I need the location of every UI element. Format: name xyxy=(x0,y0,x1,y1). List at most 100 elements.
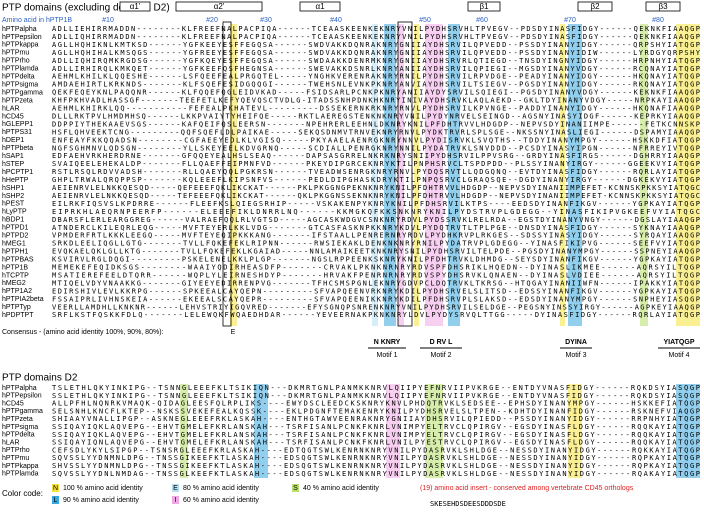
sequence: KHFPKHVADLHASSGF-------TEEFETLKEFYQEVQSC… xyxy=(52,97,700,105)
structure-box xyxy=(119,1,151,12)
motif-label: Motif 3 xyxy=(565,352,586,359)
structure-box xyxy=(645,1,681,12)
legend-text: 80 % amino acid identity xyxy=(183,485,259,492)
sequence-name: hPTPdelta xyxy=(2,74,35,81)
ruler-tick: #60 xyxy=(476,17,488,24)
sequence: EDFAEHVRKHERDRNE-------GFQQEYEALHSLSEAQ-… xyxy=(52,152,700,160)
legend-text: 100 % amino acid identity xyxy=(63,485,143,492)
sequence-name: hPTPgamma xyxy=(2,408,43,415)
sequence-name: hPTPalpha xyxy=(2,385,37,392)
sequence-name: hPEST xyxy=(2,201,25,208)
sequence: DBARSFLERLEARGGREG------VALRAEFQQLRLVGTS… xyxy=(52,216,700,224)
sequence: SVAIQEELEHEKALDP-------FLLQAEFFEIPMNFVD-… xyxy=(52,160,700,168)
sequence: SSIQAYIQKLAQVEPG--EHVTGMELEFKRLANSKAH---… xyxy=(52,423,700,431)
sequence-name: hPTPepsilon xyxy=(2,393,42,400)
sequence-name: hPTPsigma xyxy=(2,81,38,88)
sequence-name: hSAP1 xyxy=(2,153,24,160)
sequence-name: hPTPrho xyxy=(2,58,30,65)
sequence: KSVIRVLRGLDQGI---------PSKELENELKKLPLGP-… xyxy=(52,256,700,264)
sequence: CEFSDLYKYLSIPGP--TSNSRGLEEEFKRLASKAH----… xyxy=(52,446,700,454)
legend-swatch xyxy=(52,496,59,504)
motif-residues: YIATQGP xyxy=(664,339,695,346)
legend-letter: L xyxy=(54,497,58,504)
sequence-name: hLAR xyxy=(2,439,20,446)
sequence-name: hPTPalpha xyxy=(2,26,37,33)
section-title: PTP domains (excluding domains D2) xyxy=(2,3,170,14)
sequence: MEMEKEFEQIDKSGS--------WAAIYQDIRHEASDFP-… xyxy=(52,264,700,272)
sequence-name: hPTPBAS xyxy=(2,256,34,263)
ruler-tick: #80 xyxy=(652,17,664,24)
ruler-tick: #70 xyxy=(564,17,576,24)
ruler-label: Amino acid in hPTP1B xyxy=(2,17,72,24)
sequence: SQVSSLYYDNMNLDPG--TNSSGIKEEFKTLASKAH----… xyxy=(52,454,700,462)
legend-text: 90 % amino acid identity xyxy=(63,497,139,504)
ruler-tick: #40 xyxy=(330,17,342,24)
sequence: GHPLTRWALQRQPPSP-------KQLEEEFLKIPSNFVS-… xyxy=(52,176,700,184)
legend-letter: I xyxy=(175,497,177,504)
structure-label: β1 xyxy=(479,2,489,11)
sequence: SHVSSLYYDNMNLDPG--TNSSGIKEEFKTLASKAH----… xyxy=(52,462,700,470)
sequence: SSIQAYIQNLAQVEPG--EHVTGMELEFKRLANSKAH---… xyxy=(52,439,700,447)
sequence-name: hPTPzeta xyxy=(2,97,33,104)
sequence-name: hPTPD1 xyxy=(2,225,29,232)
sequence: ENFEAYFKKQQADSN--------CGFAEEYEDLKLVGISQ… xyxy=(52,136,700,144)
sequence-name: hLAR xyxy=(2,105,20,112)
legend-text: 60 % amino acid identity xyxy=(183,497,259,504)
sequence: SHIAAYVNALLIPGP--ASKNEGLEEEFRKLASKAH----… xyxy=(52,415,700,423)
section-title: PTP domains D2 xyxy=(2,373,78,384)
sequence-name: hPCPTP1 xyxy=(2,169,33,176)
motif-residues: N KNRY xyxy=(374,339,401,346)
sequence-name: hPTPgamma xyxy=(2,89,43,96)
sequence: HSFLQHVEEKTCNG---------QQFSQEFLDLPAIKAE-… xyxy=(52,128,700,136)
sequence-name: hBDP1 xyxy=(2,217,24,224)
legend-swatch xyxy=(292,484,299,492)
structure-box xyxy=(467,1,501,12)
ruler-tick: #10 xyxy=(102,17,114,24)
structure-label: β2 xyxy=(590,2,600,11)
sequence: VEERLLAMDHLLKNKNR------LEHVSTRIYIGQVRED-… xyxy=(52,303,700,311)
sequence: MSATIEREFEELDTQRR------WQPLYLEIRNESHDYP-… xyxy=(52,271,700,279)
sequence: AEIENRVLELNKKQESQD-----QEFEEEFQKLIKCKAT-… xyxy=(52,184,700,192)
structure-box xyxy=(577,1,613,12)
consensus-label: Consensus - (amino acid identity 100%, 9… xyxy=(2,329,164,336)
sequence-name: hPTPrho xyxy=(2,447,30,454)
sequence: AEHMLKHIRKLQQ-----------FEFEALPKHATEVL--… xyxy=(52,105,700,113)
structure-label: α2' xyxy=(214,2,225,11)
sequence-name: hSHP1 xyxy=(2,185,24,192)
sequence: FSSAIPRLIVHNSKEIA------EKEEALSCAYQEPR---… xyxy=(52,295,700,303)
sequence: ALLPFHLNQNRKVMAQK-QIDAGLEESFQLRPLIKS----… xyxy=(52,400,700,408)
sequence: VPMDERFRTLKKKLEEGQ-----MVFTEYEQIPKKKANG-… xyxy=(52,232,700,240)
sequence-name: hPTP1B xyxy=(2,264,28,271)
sequence-name: hSHP2 xyxy=(2,193,24,200)
sequence: EDIRSHIVLEVLKKRPG------SPKEEALCAYQEPN---… xyxy=(52,287,700,295)
box-outline xyxy=(397,21,413,327)
sequence: DLLLRKTPVLHMDMHSQ------LKKPVAIYTYHEIFQE-… xyxy=(52,112,700,120)
sequence: EILRKFIQSVSLKPDRRE------FLEEFKSLQIEGSRHI… xyxy=(52,200,700,208)
sequence-name: hCD45 xyxy=(2,400,24,407)
box-outline xyxy=(222,21,232,327)
sequence-name: hHePTP xyxy=(2,177,29,184)
legend-letter: N xyxy=(53,485,58,492)
consensus-mark: E xyxy=(231,329,236,336)
sequence: AEIENRVLELNKKQESQD-----TEFEEEFQKLIKCKAT-… xyxy=(52,192,700,200)
motif-label: Motif 1 xyxy=(376,352,397,359)
sequence-name: hGLEPP1 xyxy=(2,121,33,128)
sequence-name: hLyPTP xyxy=(2,209,27,216)
sequence: NGFSGHMNVLQDSGN--------YLLSKEYEELKDVGRNQ… xyxy=(52,144,700,152)
sequence: ADLLIQHIRQMKRGDSG------YGFKQEYESFFEGQSA-… xyxy=(52,57,700,65)
sequence-name: hPTPzeta xyxy=(2,416,33,423)
sequence-name: hPTPIA2beta xyxy=(2,296,44,303)
sequence-name: hPTPdelta xyxy=(2,432,35,439)
sequence-name: hTCPTP xyxy=(2,272,29,279)
sequence-name: hPTP1A2 xyxy=(2,288,32,295)
sequence: SRFLKSTFQSKKFDLQ-------LELEWQKFWQAEDHDAR… xyxy=(52,311,700,319)
sequence-name: hPTPsigma xyxy=(2,424,38,431)
sequence: ADLLIQHIRRMADDN--------KLFREEFNALPACPIQA… xyxy=(52,33,700,41)
sequence: AMDAEHIRTLKRKNDS-------KLFSQEFESIDGQQGI-… xyxy=(52,81,700,89)
structure-label: α1' xyxy=(130,2,141,11)
legend-letter: E xyxy=(173,485,178,492)
sequence: QEKFEQEYKNLPAQQNR------KLFQQEFQGLEIDVKAD… xyxy=(52,89,700,97)
sequence-name: hMEG1 xyxy=(2,240,26,247)
legend-title: Color code: xyxy=(2,489,43,498)
sequence: SRKDLEELIQGLLGTG-------TVLLFQKEFEKLRIPNN… xyxy=(52,240,700,248)
